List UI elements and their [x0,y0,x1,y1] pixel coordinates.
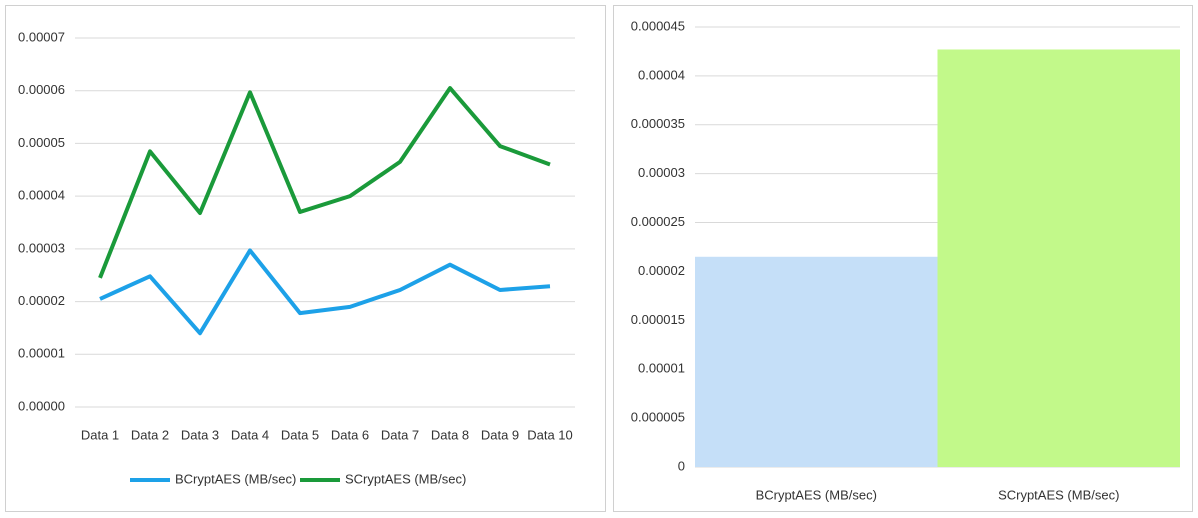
y-tick-label: 0.00002 [18,293,65,308]
x-tick-label: Data 10 [527,427,573,442]
x-tick-label: Data 3 [181,427,219,442]
y-tick-label: 0.000035 [631,116,685,131]
bar [937,49,1180,467]
y-tick-label: 0 [678,458,685,473]
x-tick-label: Data 6 [331,427,369,442]
y-tick-label: 0.000015 [631,312,685,327]
y-tick-label: 0.00003 [638,165,685,180]
y-tick-label: 0.00007 [18,29,65,44]
legend-label: SCryptAES (MB/sec) [345,471,466,486]
x-tick-label: Data 9 [481,427,519,442]
bar [695,256,938,467]
x-tick-label: BCryptAES (MB/sec) [756,487,877,502]
y-tick-label: 0.00002 [638,263,685,278]
y-tick-label: 0.00004 [638,67,685,82]
y-tick-label: 0.00000 [18,398,65,413]
y-tick-label: 0.000045 [631,18,685,33]
y-tick-label: 0.00006 [18,82,65,97]
x-tick-label: Data 2 [131,427,169,442]
x-tick-label: SCryptAES (MB/sec) [998,487,1119,502]
y-tick-label: 0.000025 [631,214,685,229]
y-tick-label: 0.00001 [18,346,65,361]
line-series [99,248,551,336]
y-tick-label: 0.00001 [638,361,685,376]
y-tick-label: 0.000005 [631,410,685,425]
x-tick-label: Data 8 [431,427,469,442]
x-tick-label: Data 4 [231,427,269,442]
legend-label: BCryptAES (MB/sec) [175,471,296,486]
x-tick-label: Data 1 [81,427,119,442]
x-tick-label: Data 7 [381,427,419,442]
y-tick-label: 0.00004 [18,188,65,203]
y-tick-label: 0.00005 [18,135,65,150]
line-series [98,86,551,279]
x-tick-label: Data 5 [281,427,319,442]
y-tick-label: 0.00003 [18,240,65,255]
